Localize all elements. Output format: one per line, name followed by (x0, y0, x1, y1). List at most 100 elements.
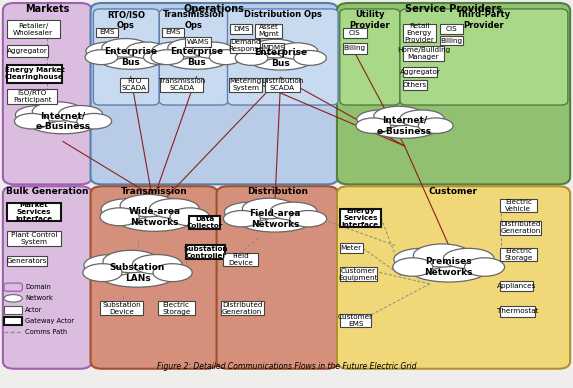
Text: Premises
Networks: Premises Networks (425, 257, 473, 277)
Ellipse shape (116, 207, 194, 231)
FancyBboxPatch shape (500, 221, 541, 235)
FancyBboxPatch shape (440, 24, 463, 33)
Ellipse shape (249, 50, 313, 70)
FancyBboxPatch shape (7, 20, 60, 38)
Ellipse shape (101, 199, 155, 220)
Text: Transmission
SCADA: Transmission SCADA (159, 78, 205, 92)
FancyBboxPatch shape (255, 24, 282, 38)
Text: Operations: Operations (184, 5, 245, 14)
Text: Distribution: Distribution (247, 187, 308, 196)
Text: Field
Device: Field Device (228, 253, 253, 266)
FancyBboxPatch shape (160, 78, 203, 92)
Text: Billing: Billing (344, 45, 366, 52)
Ellipse shape (210, 50, 242, 65)
Text: Distributed
Generation: Distributed Generation (500, 222, 540, 234)
Ellipse shape (77, 113, 112, 129)
Text: Others: Others (403, 82, 427, 88)
Text: Gateway Actor: Gateway Actor (25, 318, 74, 324)
Text: Enterprise
Bus: Enterprise Bus (104, 47, 157, 67)
Ellipse shape (85, 50, 118, 65)
FancyBboxPatch shape (403, 80, 427, 90)
FancyBboxPatch shape (340, 267, 377, 281)
Ellipse shape (144, 50, 176, 65)
Text: CIS: CIS (349, 30, 360, 36)
Text: MDMS: MDMS (262, 45, 285, 51)
Text: Generators: Generators (7, 258, 47, 264)
Text: RTO
SCADA: RTO SCADA (121, 78, 147, 92)
FancyBboxPatch shape (7, 256, 47, 266)
Text: WAMS: WAMS (187, 39, 210, 45)
Text: Billing: Billing (441, 38, 462, 43)
FancyBboxPatch shape (262, 43, 284, 53)
Text: Substation
Controller: Substation Controller (183, 246, 228, 259)
Text: Network: Network (25, 295, 53, 301)
Text: Markets: Markets (25, 5, 69, 14)
Ellipse shape (238, 210, 312, 232)
FancyBboxPatch shape (343, 43, 367, 54)
FancyBboxPatch shape (4, 306, 22, 314)
FancyBboxPatch shape (3, 186, 92, 369)
Ellipse shape (151, 50, 184, 65)
FancyBboxPatch shape (403, 46, 444, 61)
FancyBboxPatch shape (500, 199, 537, 212)
Ellipse shape (168, 38, 215, 57)
FancyBboxPatch shape (500, 248, 537, 262)
Ellipse shape (409, 256, 488, 282)
FancyBboxPatch shape (230, 24, 252, 33)
FancyBboxPatch shape (4, 283, 22, 291)
Text: Market
Services
Interface: Market Services Interface (15, 202, 53, 222)
FancyBboxPatch shape (96, 28, 118, 37)
FancyBboxPatch shape (440, 36, 463, 45)
Ellipse shape (99, 263, 176, 287)
Ellipse shape (58, 106, 103, 123)
Text: Substation
Device: Substation Device (103, 301, 141, 315)
Text: Distributed
Generation: Distributed Generation (222, 301, 262, 315)
Ellipse shape (223, 211, 260, 227)
Text: Metering
System: Metering System (230, 78, 262, 92)
FancyBboxPatch shape (185, 37, 211, 47)
Ellipse shape (393, 258, 433, 276)
FancyBboxPatch shape (158, 301, 195, 315)
Ellipse shape (32, 102, 83, 121)
Ellipse shape (252, 39, 299, 58)
Text: Internet/
e-Business: Internet/ e-Business (377, 116, 432, 135)
FancyBboxPatch shape (340, 243, 363, 253)
Text: Plant Control
System: Plant Control System (11, 232, 57, 245)
Ellipse shape (29, 113, 97, 134)
Text: Retail
Energy
Provider: Retail Energy Provider (405, 23, 434, 43)
Text: Internet/
e-Business: Internet/ e-Business (36, 111, 91, 131)
Ellipse shape (394, 248, 449, 270)
Text: Distribution Ops: Distribution Ops (244, 10, 321, 19)
Text: RTO/ISO
Ops: RTO/ISO Ops (107, 10, 145, 30)
Text: ISO/RTO
Participant: ISO/RTO Participant (13, 90, 52, 103)
FancyBboxPatch shape (7, 45, 48, 57)
FancyBboxPatch shape (337, 186, 570, 369)
Ellipse shape (99, 49, 163, 69)
FancyBboxPatch shape (337, 3, 570, 184)
Text: Utility
Provider: Utility Provider (350, 10, 390, 30)
FancyBboxPatch shape (343, 28, 367, 38)
FancyBboxPatch shape (227, 9, 338, 105)
Text: Enterprise
Bus: Enterprise Bus (254, 48, 307, 68)
Text: Bulk Generation: Bulk Generation (6, 187, 88, 196)
Text: Customer: Customer (429, 187, 478, 196)
FancyBboxPatch shape (91, 3, 338, 184)
Text: Aggregator: Aggregator (7, 48, 48, 54)
Ellipse shape (289, 211, 327, 227)
Text: Appliances: Appliances (497, 283, 536, 289)
FancyBboxPatch shape (340, 9, 400, 105)
Text: Distribution
SCADA: Distribution SCADA (261, 78, 304, 92)
Ellipse shape (86, 42, 131, 60)
Ellipse shape (164, 49, 229, 69)
Ellipse shape (465, 258, 505, 276)
Ellipse shape (152, 42, 197, 60)
Ellipse shape (370, 117, 439, 138)
Text: Third-Party
Provider: Third-Party Provider (457, 10, 511, 30)
FancyBboxPatch shape (91, 186, 218, 369)
Ellipse shape (294, 50, 327, 65)
Text: Asset
Mgmt: Asset Mgmt (258, 24, 279, 37)
Ellipse shape (270, 202, 317, 220)
Text: Electric
Storage: Electric Storage (504, 248, 532, 261)
FancyBboxPatch shape (93, 9, 159, 105)
Text: Electric
Storage: Electric Storage (162, 301, 190, 315)
